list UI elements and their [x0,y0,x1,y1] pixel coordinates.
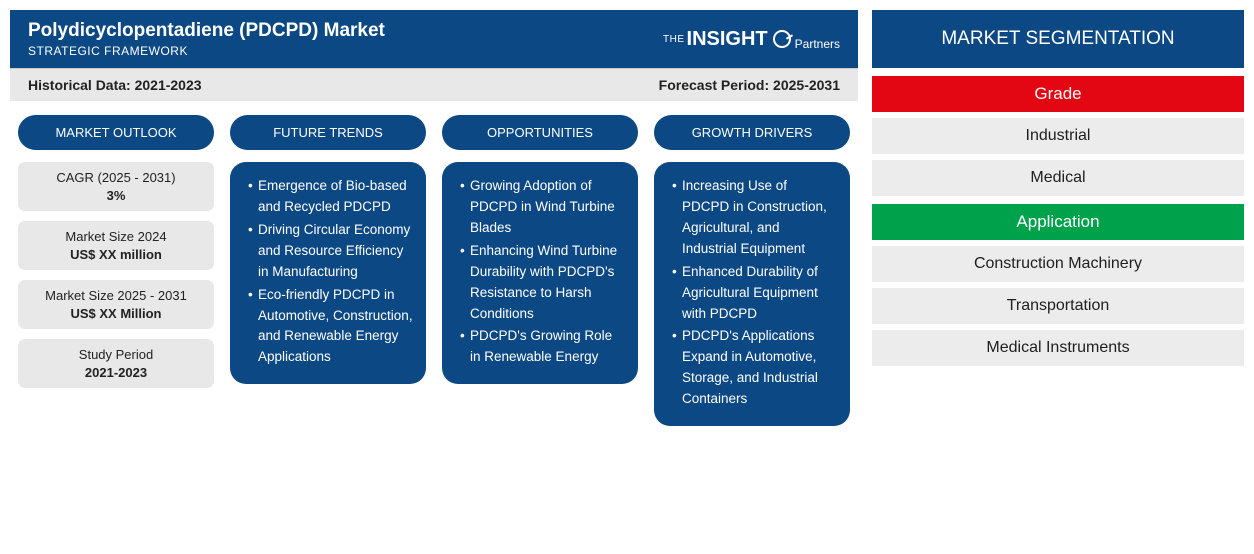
list-item: PDCPD's Growing Role in Renewable Energy [460,326,626,368]
seg-item: Medical [872,160,1244,196]
list-item: Driving Circular Economy and Resource Ef… [248,220,414,283]
future-trends-col: FUTURE TRENDS Emergence of Bio-based and… [230,115,426,384]
outlook-value: US$ XX Million [70,306,161,321]
outlook-label: Study Period [24,347,208,362]
outlook-header: MARKET OUTLOOK [18,115,214,150]
logo: THE INSIGHT Partners [663,28,840,51]
forecast-label: Forecast Period: [659,77,769,93]
market-outlook-col: MARKET OUTLOOK CAGR (2025 - 2031) 3% Mar… [18,115,214,398]
list-item: Eco-friendly PDCPD in Automotive, Constr… [248,285,414,369]
header-bar: Polydicyclopentadiene (PDCPD) Market STR… [10,10,858,68]
growth-drivers-col: GROWTH DRIVERS Increasing Use of PDCPD i… [654,115,850,426]
list-item: Enhanced Durability of Agricultural Equi… [672,262,838,325]
opportunities-col: OPPORTUNITIES Growing Adoption of PDCPD … [442,115,638,384]
segmentation-header: MARKET SEGMENTATION [872,10,1244,68]
outlook-size-2024: Market Size 2024 US$ XX million [18,221,214,270]
meta-bar: Historical Data: 2021-2023 Forecast Peri… [10,68,858,101]
outlook-value: US$ XX million [70,247,162,262]
list-item: Emergence of Bio-based and Recycled PDCP… [248,176,414,218]
seg-item: Construction Machinery [872,246,1244,282]
opportunities-header: OPPORTUNITIES [442,115,638,150]
logo-insight: INSIGHT [687,28,768,51]
market-subtitle: STRATEGIC FRAMEWORK [28,44,385,58]
outlook-study-period: Study Period 2021-2023 [18,339,214,388]
logo-the: THE [663,34,685,45]
logo-partners: Partners [795,37,840,51]
outlook-label: Market Size 2024 [24,229,208,244]
historical-data: Historical Data: 2021-2023 [28,77,202,93]
seg-category-grade: Grade [872,76,1244,112]
market-title: Polydicyclopentadiene (PDCPD) Market [28,20,385,42]
trends-header: FUTURE TRENDS [230,115,426,150]
header-titles: Polydicyclopentadiene (PDCPD) Market STR… [28,20,385,58]
seg-item: Transportation [872,288,1244,324]
seg-category-application: Application [872,204,1244,240]
outlook-value: 3% [107,188,126,203]
outlook-size-range: Market Size 2025 - 2031 US$ XX Million [18,280,214,329]
seg-item: Medical Instruments [872,330,1244,366]
logo-globe-icon [773,30,791,48]
drivers-header: GROWTH DRIVERS [654,115,850,150]
opportunities-bullets: Growing Adoption of PDCPD in Wind Turbin… [442,162,638,384]
forecast-value: 2025-2031 [773,77,840,93]
forecast-period: Forecast Period: 2025-2031 [659,77,840,93]
list-item: Enhancing Wind Turbine Durability with P… [460,241,626,325]
segmentation-panel: MARKET SEGMENTATION Grade Industrial Med… [872,10,1244,544]
trends-bullets: Emergence of Bio-based and Recycled PDCP… [230,162,426,384]
list-item: Increasing Use of PDCPD in Construction,… [672,176,838,260]
columns-wrap: MARKET OUTLOOK CAGR (2025 - 2031) 3% Mar… [10,115,858,426]
seg-item: Industrial [872,118,1244,154]
historical-value: 2021-2023 [135,77,202,93]
strategic-framework-panel: Polydicyclopentadiene (PDCPD) Market STR… [10,10,858,544]
outlook-cagr: CAGR (2025 - 2031) 3% [18,162,214,211]
outlook-label: Market Size 2025 - 2031 [24,288,208,303]
historical-label: Historical Data: [28,77,131,93]
outlook-value: 2021-2023 [85,365,147,380]
drivers-bullets: Increasing Use of PDCPD in Construction,… [654,162,850,426]
list-item: Growing Adoption of PDCPD in Wind Turbin… [460,176,626,239]
list-item: PDCPD's Applications Expand in Automotiv… [672,326,838,410]
outlook-label: CAGR (2025 - 2031) [24,170,208,185]
